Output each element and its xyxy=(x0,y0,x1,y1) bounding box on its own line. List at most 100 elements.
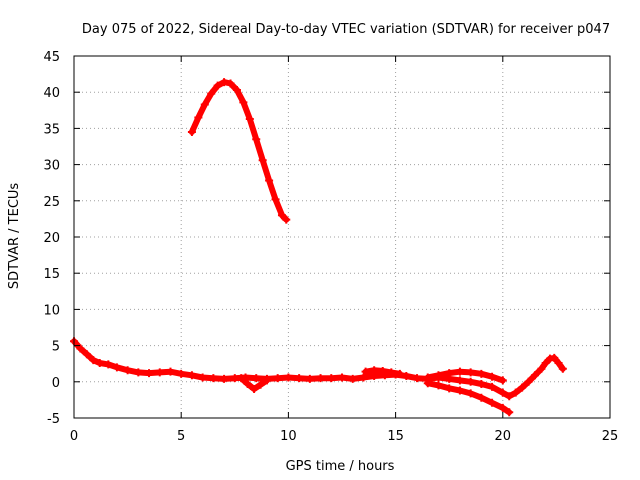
data-point xyxy=(177,369,186,378)
x-tick-label: 5 xyxy=(177,429,185,444)
x-axis-label: GPS time / hours xyxy=(286,459,395,474)
data-point xyxy=(477,393,486,402)
y-tick-label: 10 xyxy=(43,303,60,318)
data-point xyxy=(488,372,497,381)
series-baseline-branch-upper xyxy=(423,367,507,385)
data-point xyxy=(226,79,235,88)
data-point xyxy=(82,350,91,359)
data-point xyxy=(477,379,486,388)
data-point xyxy=(112,363,121,372)
data-series xyxy=(70,78,567,417)
data-point xyxy=(498,403,507,412)
y-tick-label: 35 xyxy=(43,122,60,137)
y-tick-label: 5 xyxy=(52,340,60,355)
data-point xyxy=(361,367,370,376)
data-point xyxy=(273,374,282,383)
data-point xyxy=(271,195,280,204)
data-point xyxy=(402,372,411,381)
data-point xyxy=(262,376,271,385)
data-point xyxy=(250,385,259,394)
data-point xyxy=(466,389,475,398)
data-point xyxy=(239,98,248,107)
data-point xyxy=(498,388,507,397)
data-point xyxy=(200,100,209,109)
data-point xyxy=(123,366,132,375)
y-tick-label: 25 xyxy=(43,195,60,210)
data-point xyxy=(445,384,454,393)
x-tick-label: 15 xyxy=(387,429,404,444)
data-point xyxy=(434,371,443,380)
y-tick-label: 30 xyxy=(43,159,60,174)
y-tick-label: 40 xyxy=(43,86,60,101)
data-point xyxy=(282,215,291,224)
axis-ticks: 0 5 10 15 20 25 -5 0 5 10 15 20 25 30 35 40 45 xyxy=(43,50,618,444)
data-point xyxy=(445,369,454,378)
data-point xyxy=(220,374,229,383)
data-point xyxy=(220,78,229,87)
data-point xyxy=(76,344,85,353)
series-baseline-branch-lower xyxy=(423,379,514,417)
x-tick-label: 25 xyxy=(602,429,619,444)
chart-title: Day 075 of 2022, Sidereal Day-to-day VTE… xyxy=(82,22,610,37)
data-point xyxy=(256,380,265,389)
data-point xyxy=(395,369,404,378)
data-point xyxy=(413,374,422,383)
series-line xyxy=(188,79,290,223)
y-tick-label: -5 xyxy=(47,412,60,427)
data-point xyxy=(518,383,527,392)
data-point xyxy=(530,371,539,380)
data-point xyxy=(554,358,563,367)
data-point xyxy=(370,366,379,375)
series-baseline-bump-13h xyxy=(361,366,404,378)
data-point xyxy=(187,128,196,137)
data-point xyxy=(505,408,514,417)
data-point xyxy=(166,367,175,376)
data-point xyxy=(550,353,559,362)
data-point xyxy=(359,373,368,382)
data-point xyxy=(537,364,546,373)
data-point xyxy=(455,386,464,395)
data-point xyxy=(245,114,254,123)
data-point xyxy=(104,360,113,369)
data-point xyxy=(305,374,314,383)
data-point xyxy=(455,376,464,385)
data-point xyxy=(134,368,143,377)
y-axis-label: SDTVAR / TECUs xyxy=(7,183,22,290)
y-tick-label: 15 xyxy=(43,267,60,282)
data-point xyxy=(252,135,261,144)
data-point xyxy=(505,392,514,401)
data-point xyxy=(277,211,286,220)
data-point xyxy=(434,381,443,390)
data-point xyxy=(295,374,304,383)
series-baseline-dip-8h xyxy=(237,374,271,394)
data-point xyxy=(284,373,293,382)
data-point xyxy=(145,369,154,378)
data-point xyxy=(237,374,246,383)
data-point xyxy=(498,376,507,385)
data-point xyxy=(213,81,222,90)
data-point xyxy=(348,374,357,383)
data-point xyxy=(198,373,207,382)
data-point xyxy=(455,367,464,376)
data-point xyxy=(378,366,387,375)
data-point xyxy=(488,382,497,391)
data-point xyxy=(316,374,325,383)
data-point xyxy=(265,176,274,185)
data-point xyxy=(423,379,432,388)
data-point xyxy=(232,86,241,95)
data-point xyxy=(209,374,218,383)
grid xyxy=(74,56,610,418)
data-point xyxy=(252,374,261,383)
data-point xyxy=(207,89,216,98)
data-point xyxy=(155,368,164,377)
y-tick-label: 20 xyxy=(43,231,60,246)
data-point xyxy=(258,156,267,165)
x-tick-label: 10 xyxy=(280,429,297,444)
x-tick-label: 0 xyxy=(70,429,78,444)
y-tick-label: 45 xyxy=(43,50,60,65)
series-arc-high xyxy=(187,78,291,224)
data-point xyxy=(327,374,336,383)
data-point xyxy=(511,388,520,397)
data-point xyxy=(95,358,104,367)
